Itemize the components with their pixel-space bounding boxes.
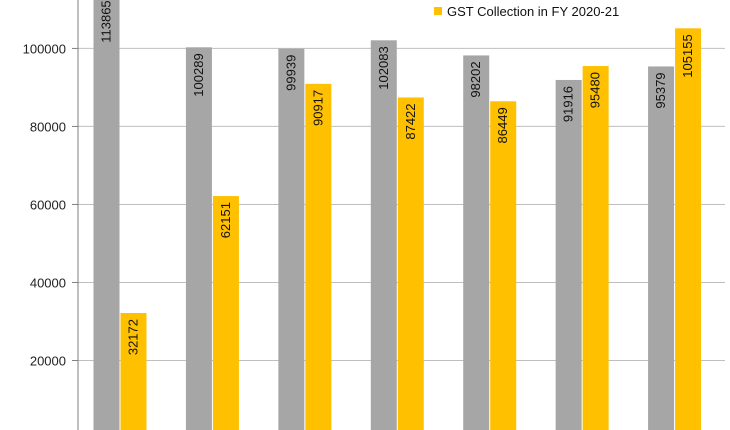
data-label-series2-1: 32172 <box>126 319 141 355</box>
data-label-series1-5: 98202 <box>468 61 483 97</box>
data-label-series1-6: 91916 <box>561 86 576 122</box>
bar-series2-6 <box>582 66 609 430</box>
legend: GST Collection in FY 2020-21 <box>434 4 619 19</box>
bar-series2-4 <box>397 97 424 430</box>
y-tick-label-80000: 80000 <box>30 119 66 134</box>
bar-series1-4 <box>370 40 397 430</box>
bar-series1-2 <box>185 47 212 430</box>
bar-series2-3 <box>305 83 332 430</box>
data-label-series1-3: 99939 <box>283 55 298 91</box>
data-label-series1-1: 113865 <box>99 0 114 42</box>
legend-swatch-gst-2020-21 <box>434 7 442 15</box>
bar-series1-3 <box>278 48 305 430</box>
legend-label-gst-2020-21: GST Collection in FY 2020-21 <box>447 4 619 19</box>
y-tick-label-20000: 20000 <box>30 353 66 368</box>
data-label-series2-3: 90917 <box>310 90 325 126</box>
y-tick-label-60000: 60000 <box>30 197 66 212</box>
data-label-series2-7: 105155 <box>680 34 695 77</box>
data-label-series1-4: 102083 <box>376 46 391 89</box>
y-tick-label-40000: 40000 <box>30 275 66 290</box>
data-label-series2-6: 95480 <box>588 72 603 108</box>
bar-series2-5 <box>490 101 517 430</box>
bar-series1-5 <box>463 55 490 430</box>
bar-series2-7 <box>675 28 702 430</box>
data-labels: 113865 32172 100289 62151 99939 90917 102083 87… <box>99 0 696 355</box>
bar-series2-2 <box>212 196 239 430</box>
bar-series1-1 <box>93 0 120 430</box>
data-label-series1-2: 100289 <box>191 53 206 96</box>
data-label-series2-2: 62151 <box>218 202 233 238</box>
y-tick-label-100000: 100000 <box>23 41 66 56</box>
bar-series2-1 <box>120 313 147 430</box>
bars-group <box>93 0 702 430</box>
data-label-series2-4: 87422 <box>403 103 418 139</box>
y-axis: 20000 40000 60000 80000 100000 <box>23 0 79 430</box>
data-label-series1-7: 95379 <box>653 72 668 108</box>
data-label-series2-5: 86449 <box>495 107 510 143</box>
bar-series1-7 <box>648 66 675 430</box>
bar-series1-6 <box>555 79 582 430</box>
